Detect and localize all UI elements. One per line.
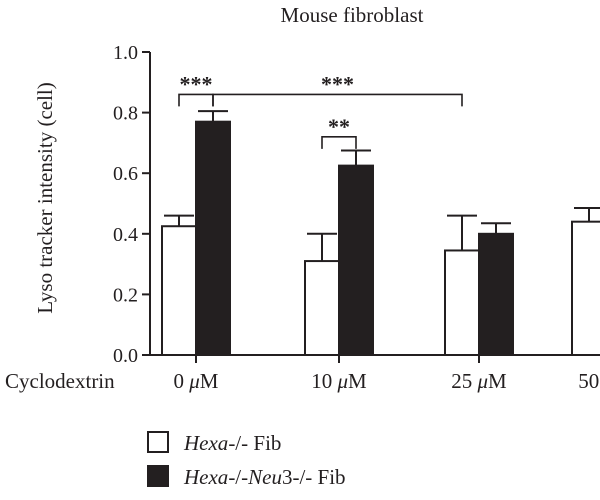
- x-tick-label: 25 μM: [451, 369, 507, 393]
- y-tick-label: 0.2: [113, 284, 138, 306]
- bar: [571, 220, 600, 356]
- x-tick-unit: M: [488, 369, 507, 393]
- legend-entry: Hexa-/-Neu3-/- Fib: [183, 465, 346, 489]
- legend-text: Hexa: [183, 431, 228, 455]
- legend-swatch: [147, 465, 169, 487]
- bar: [161, 225, 197, 356]
- bar: [195, 120, 231, 356]
- y-tick-label: 0.8: [113, 103, 138, 125]
- legend-text: -/- Fib: [228, 431, 281, 455]
- significance-label: **: [328, 114, 350, 139]
- bar: [338, 164, 374, 356]
- x-tick-unit: M: [200, 369, 219, 393]
- bar: [478, 232, 514, 356]
- x-tick-unit: M: [348, 369, 367, 393]
- legend-text: Hexa: [183, 465, 228, 489]
- x-tick-unit-prefix: μ: [477, 369, 489, 393]
- bar: [304, 260, 340, 357]
- legend-text: 3-/- Fib: [282, 465, 346, 489]
- x-tick-label: 0 μM: [174, 369, 219, 393]
- y-tick-label: 1.0: [113, 42, 138, 64]
- x-tick-value: 25: [451, 369, 477, 393]
- legend-text: Neu: [247, 465, 282, 489]
- legend-entry: Hexa-/- Fib: [183, 431, 281, 455]
- significance-label: ***: [180, 71, 213, 96]
- significance-bracket: [321, 136, 357, 149]
- chart-title: Mouse fibroblast: [281, 3, 424, 27]
- y-tick-label: 0.4: [113, 224, 138, 246]
- legend-swatch: [147, 431, 169, 453]
- legend-text: -/-: [228, 465, 248, 489]
- significance-label: ***: [321, 71, 354, 96]
- x-tick-unit-prefix: μ: [188, 369, 200, 393]
- y-tick-label: 0.0: [113, 345, 138, 367]
- x-tick-label: 50 μM: [578, 369, 600, 393]
- bar: [444, 249, 480, 356]
- x-tick-value: 0: [174, 369, 190, 393]
- x-tick-value: 10: [311, 369, 337, 393]
- x-row-label: Cyclodextrin: [5, 369, 115, 393]
- y-tick-label: 0.6: [113, 163, 138, 185]
- x-tick-label: 10 μM: [311, 369, 367, 393]
- y-axis-label: Lyso tracker intensity (cell): [33, 82, 57, 314]
- x-tick-unit-prefix: μ: [337, 369, 349, 393]
- significance-bracket: [212, 93, 463, 107]
- x-tick-value: 50: [578, 369, 600, 393]
